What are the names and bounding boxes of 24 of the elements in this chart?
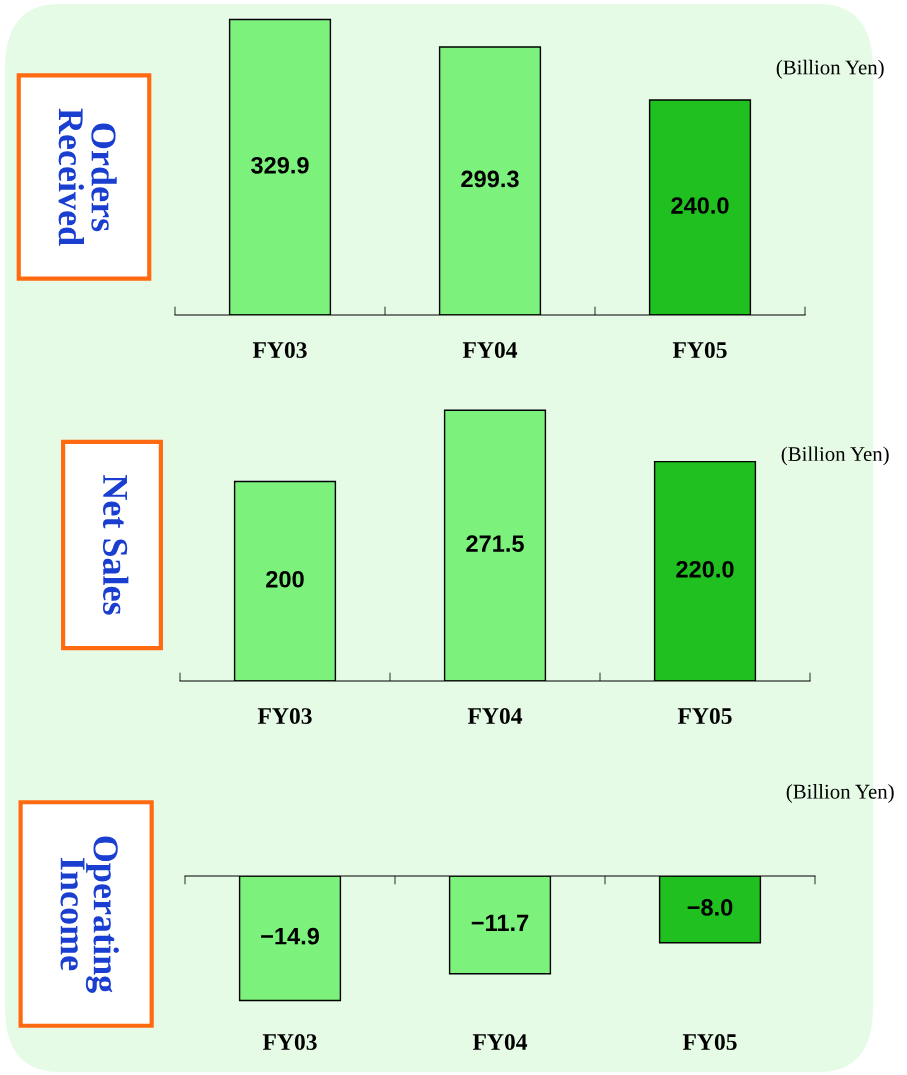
x-tick-label: FY04 [462, 342, 518, 359]
annotation: (Billion Yen) [781, 446, 889, 466]
data-label: 329.9 [251, 156, 309, 174]
data-label: 271.5 [466, 535, 524, 552]
x-tick-label: FY03 [257, 708, 312, 725]
annotation: (Billion Yen) [776, 59, 884, 79]
data-label: −14.9 [261, 927, 319, 945]
x-tick-label: FY04 [472, 1034, 528, 1051]
x-tick-label: FY03 [262, 1034, 317, 1051]
data-label: −8.0 [687, 899, 733, 916]
text: Orders Received [58, 108, 117, 246]
data-label: 200 [266, 570, 304, 588]
data-label: 299.3 [461, 170, 519, 188]
x-tick-label: FY05 [682, 1034, 737, 1051]
x-tick-label: FY03 [252, 342, 307, 359]
x-tick-label: FY04 [467, 708, 523, 725]
data-label: 240.0 [671, 197, 729, 214]
data-label: −11.7 [471, 914, 529, 931]
text: Operating Income [60, 836, 119, 993]
data-label: 220.0 [676, 560, 734, 578]
x-tick-label: FY05 [677, 708, 732, 725]
text: Net Sales [102, 474, 129, 615]
text: (Billion Yen) [786, 784, 894, 803]
x-tick-label: FY05 [672, 342, 727, 359]
